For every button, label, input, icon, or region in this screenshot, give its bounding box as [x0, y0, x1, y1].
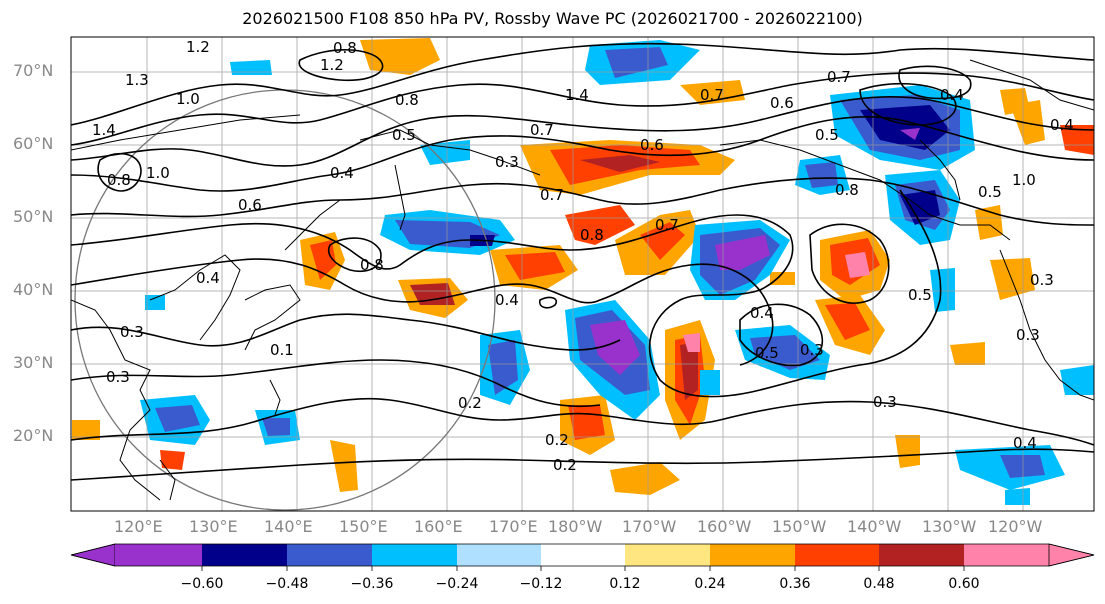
colorbar-bin — [202, 544, 287, 566]
lon-label-170e: 170°E — [489, 517, 538, 536]
contour-labels: 1.2 0.8 1.2 1.3 1.0 1.4 1.0 0.8 0.8 0.6 … — [92, 38, 1074, 474]
contour-label: 0.3 — [1030, 271, 1054, 289]
colorbar-extend-right — [1048, 543, 1095, 567]
lon-label-140e: 140°E — [264, 517, 313, 536]
lat-label-60n: 60°N — [13, 134, 54, 153]
lon-label-120w: 120°W — [988, 517, 1043, 536]
shaded-anomalies: 1.2 0.8 1.2 1.3 1.0 1.4 1.0 0.8 0.8 0.6 … — [71, 37, 1094, 511]
contour-label: 1.4 — [92, 121, 116, 139]
colorbar-tick-label: −0.60 — [180, 576, 224, 592]
colorbar-extend-left — [70, 543, 116, 567]
contour-label: 0.2 — [553, 456, 577, 474]
lon-label-130w: 130°W — [922, 517, 977, 536]
contour-label: 0.7 — [700, 86, 724, 104]
contour-label: 0.7 — [655, 216, 679, 234]
coastlines — [71, 59, 1094, 501]
colorbar-bin — [964, 544, 1049, 566]
lon-label-160e: 160°E — [414, 517, 463, 536]
contour-label: 1.2 — [320, 56, 344, 74]
lat-label-30n: 30°N — [13, 353, 54, 372]
contour-label: 0.8 — [333, 39, 357, 57]
colorbar-tick-label: −0.12 — [519, 576, 563, 592]
contour-label: 1.2 — [186, 38, 210, 56]
contour-label: 0.8 — [580, 226, 604, 244]
colorbar-bin — [115, 544, 202, 566]
colorbar-tick-label: −0.48 — [265, 576, 309, 592]
colorbar-tick-label: 0.48 — [863, 576, 895, 592]
colorbar-tick-label: 0.60 — [948, 576, 980, 592]
contour-label: 0.6 — [770, 94, 794, 112]
contour-label: 0.2 — [458, 394, 482, 412]
lat-label-70n: 70°N — [13, 61, 54, 80]
contour-label: 1.4 — [565, 86, 589, 104]
contour-label: 0.4 — [196, 269, 220, 287]
lon-label-180w: 180°W — [548, 517, 603, 536]
lon-label-150e: 150°E — [339, 517, 388, 536]
contour-label: 0.6 — [640, 136, 664, 154]
colorbar-tick-label: 0.36 — [779, 576, 811, 592]
contour-label: 0.5 — [908, 286, 932, 304]
colorbar-bin — [372, 544, 457, 566]
contour-label: 0.3 — [800, 341, 824, 359]
map-title: 2026021500 F108 850 hPa PV, Rossby Wave … — [242, 9, 863, 28]
contour-label: 0.8 — [835, 181, 859, 199]
contour-label: 0.3 — [120, 323, 144, 341]
contour-label: 0.4 — [1050, 116, 1074, 134]
map-frame — [70, 36, 1095, 512]
contour-label: 0.3 — [1016, 326, 1040, 344]
pv-contours — [71, 42, 1094, 481]
contour-label: 0.5 — [815, 126, 839, 144]
contour-label: 0.2 — [545, 431, 569, 449]
colorbar-bin — [287, 544, 372, 566]
contour-label: 1.3 — [125, 71, 149, 89]
colorbar-bin — [457, 544, 541, 566]
colorbar — [70, 543, 1095, 571]
contour-label: 0.7 — [827, 68, 851, 86]
negative-anomaly-regions — [140, 40, 1094, 505]
contour-label: 0.5 — [392, 126, 416, 144]
contour-label: 0.5 — [755, 344, 779, 362]
contour-label: 0.1 — [270, 341, 294, 359]
lon-label-170w: 170°W — [622, 517, 677, 536]
contour-label: 0.7 — [540, 186, 564, 204]
colorbar-bin — [795, 544, 879, 566]
lon-label-150w: 150°W — [772, 517, 827, 536]
lat-label-50n: 50°N — [13, 207, 54, 226]
contour-label: 0.4 — [750, 304, 774, 322]
lon-label-160w: 160°W — [697, 517, 752, 536]
contour-label: 0.8 — [395, 91, 419, 109]
lat-label-40n: 40°N — [13, 280, 54, 299]
contour-label: 0.4 — [1013, 434, 1037, 452]
lon-label-130e: 130°E — [189, 517, 238, 536]
contour-label: 0.3 — [495, 153, 519, 171]
contour-label: 1.0 — [146, 164, 170, 182]
lon-label-140w: 140°W — [847, 517, 902, 536]
colorbar-tick-label: −0.36 — [350, 576, 394, 592]
contour-label: 0.4 — [330, 164, 354, 182]
colorbar-bin — [625, 544, 710, 566]
colorbar-tick-label: −0.24 — [435, 576, 479, 592]
colorbar-tick-label: 0.12 — [609, 576, 641, 592]
contour-label: 0.3 — [873, 393, 897, 411]
lat-label-20n: 20°N — [13, 426, 54, 445]
colorbar-bin — [541, 544, 625, 566]
contour-label: 1.0 — [176, 90, 200, 108]
contour-label: 1.0 — [1012, 171, 1036, 189]
contour-label: 0.3 — [106, 368, 130, 386]
lon-label-120e: 120°E — [114, 517, 163, 536]
contour-label: 0.6 — [238, 196, 262, 214]
colorbar-tick-label: 0.24 — [694, 576, 726, 592]
contour-label: 0.8 — [107, 171, 131, 189]
contour-label: 0.8 — [360, 256, 384, 274]
contour-label: 0.7 — [530, 121, 554, 139]
contour-label: 0.4 — [495, 291, 519, 309]
colorbar-bin — [710, 544, 795, 566]
contour-label: 0.4 — [940, 86, 964, 104]
colorbar-bin — [879, 544, 964, 566]
contour-label: 0.5 — [978, 183, 1002, 201]
